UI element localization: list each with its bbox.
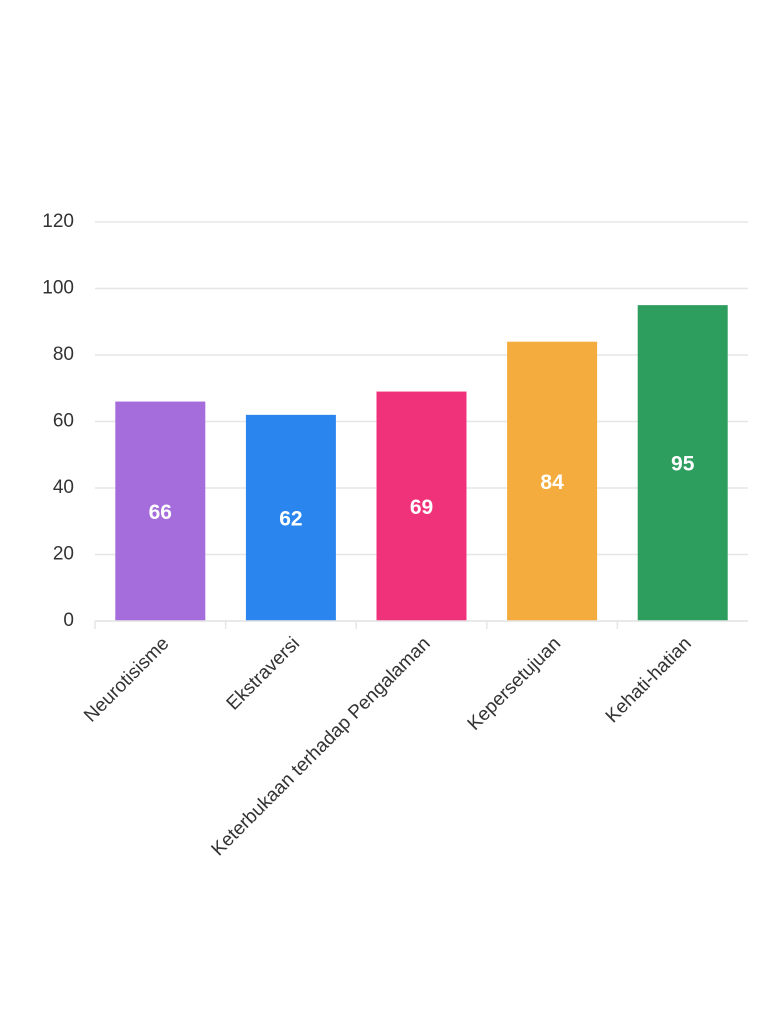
value-label: 66 bbox=[149, 501, 172, 524]
x-tick-label: Ekstraversi bbox=[223, 633, 304, 714]
plot: 0 20 40 60 80 100 120 Neurotisisme 66 Ekstraversi… bbox=[42, 211, 748, 860]
x-tick-label: Kehati-hatian bbox=[602, 633, 696, 727]
x-tick-label: Keterbukaan terhadap Pengalaman bbox=[208, 633, 435, 860]
y-tick-label: 60 bbox=[53, 411, 74, 432]
x-tick-label: Neurotisisme bbox=[80, 633, 173, 726]
value-label: 95 bbox=[671, 453, 695, 476]
bar bbox=[507, 341, 598, 621]
value-label: 84 bbox=[540, 471, 564, 494]
value-label: 69 bbox=[410, 496, 433, 519]
y-tick-label: 80 bbox=[53, 344, 74, 365]
y-tick-label: 20 bbox=[53, 544, 74, 565]
bar bbox=[245, 414, 336, 621]
y-tick-label: 40 bbox=[53, 477, 74, 498]
x-tick-label: Kepersetujuan bbox=[464, 633, 566, 735]
y-tick-label: 0 bbox=[63, 610, 74, 631]
value-label: 62 bbox=[279, 507, 302, 530]
bar bbox=[637, 305, 728, 621]
y-tick-label: 120 bbox=[42, 211, 74, 232]
bar bbox=[376, 391, 467, 621]
y-tick-label: 100 bbox=[42, 278, 74, 299]
bar bbox=[115, 401, 206, 621]
